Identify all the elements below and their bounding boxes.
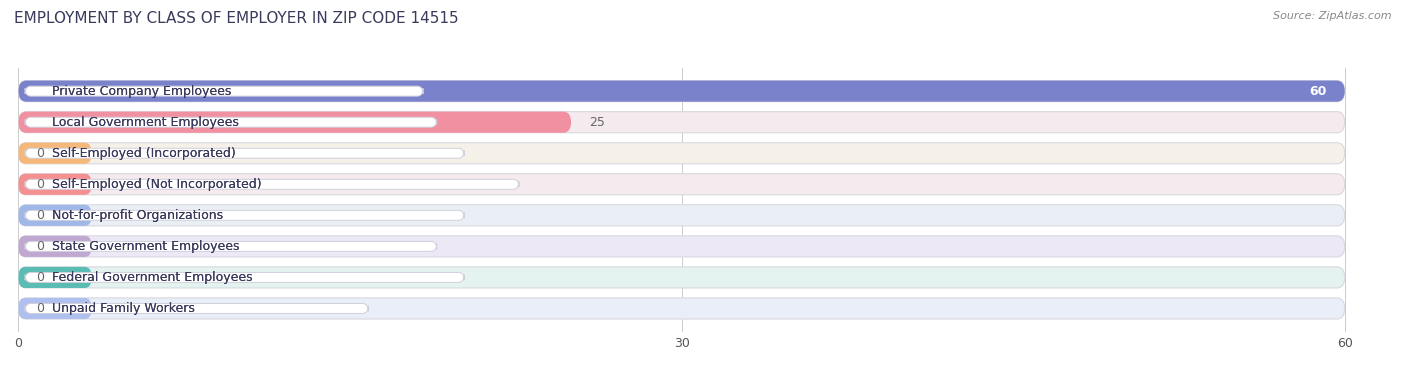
Text: Self-Employed (Not Incorporated): Self-Employed (Not Incorporated) <box>52 178 262 191</box>
Text: Local Government Employees: Local Government Employees <box>52 116 239 129</box>
Text: 60: 60 <box>1309 85 1327 98</box>
FancyBboxPatch shape <box>18 298 91 319</box>
Text: Source: ZipAtlas.com: Source: ZipAtlas.com <box>1274 11 1392 21</box>
Text: EMPLOYMENT BY CLASS OF EMPLOYER IN ZIP CODE 14515: EMPLOYMENT BY CLASS OF EMPLOYER IN ZIP C… <box>14 11 458 26</box>
Text: State Government Employees: State Government Employees <box>52 240 239 253</box>
Text: Not-for-profit Organizations: Not-for-profit Organizations <box>52 209 222 222</box>
Text: Self-Employed (Incorporated): Self-Employed (Incorporated) <box>52 147 235 160</box>
FancyBboxPatch shape <box>25 86 423 96</box>
FancyBboxPatch shape <box>25 210 464 220</box>
FancyBboxPatch shape <box>18 205 1344 226</box>
FancyBboxPatch shape <box>25 117 437 127</box>
FancyBboxPatch shape <box>18 267 1344 288</box>
Text: Federal Government Employees: Federal Government Employees <box>52 271 252 284</box>
FancyBboxPatch shape <box>18 143 1344 164</box>
FancyBboxPatch shape <box>18 174 91 195</box>
Text: Unpaid Family Workers: Unpaid Family Workers <box>52 302 194 315</box>
Text: Private Company Employees: Private Company Employees <box>52 85 231 98</box>
Text: Not-for-profit Organizations: Not-for-profit Organizations <box>52 209 222 222</box>
Text: Private Company Employees: Private Company Employees <box>52 85 231 98</box>
Text: State Government Employees: State Government Employees <box>52 240 239 253</box>
Text: Federal Government Employees: Federal Government Employees <box>52 271 252 284</box>
Text: 0: 0 <box>37 302 44 315</box>
FancyBboxPatch shape <box>18 143 91 164</box>
FancyBboxPatch shape <box>18 236 91 257</box>
FancyBboxPatch shape <box>25 273 464 282</box>
Text: Self-Employed (Incorporated): Self-Employed (Incorporated) <box>52 147 235 160</box>
FancyBboxPatch shape <box>18 112 1344 133</box>
Text: 25: 25 <box>589 116 605 129</box>
FancyBboxPatch shape <box>25 241 437 251</box>
Text: Local Government Employees: Local Government Employees <box>52 116 239 129</box>
Text: 0: 0 <box>37 209 44 222</box>
FancyBboxPatch shape <box>25 303 368 313</box>
FancyBboxPatch shape <box>18 112 571 133</box>
Text: Unpaid Family Workers: Unpaid Family Workers <box>52 302 194 315</box>
Text: 0: 0 <box>37 240 44 253</box>
FancyBboxPatch shape <box>25 148 464 158</box>
Text: 0: 0 <box>37 271 44 284</box>
FancyBboxPatch shape <box>25 179 519 189</box>
FancyBboxPatch shape <box>18 81 1344 102</box>
FancyBboxPatch shape <box>18 298 1344 319</box>
FancyBboxPatch shape <box>18 174 1344 195</box>
FancyBboxPatch shape <box>18 205 91 226</box>
FancyBboxPatch shape <box>18 236 1344 257</box>
Text: Self-Employed (Not Incorporated): Self-Employed (Not Incorporated) <box>52 178 262 191</box>
Text: 0: 0 <box>37 147 44 160</box>
FancyBboxPatch shape <box>18 81 1344 102</box>
FancyBboxPatch shape <box>18 267 91 288</box>
Text: 0: 0 <box>37 178 44 191</box>
